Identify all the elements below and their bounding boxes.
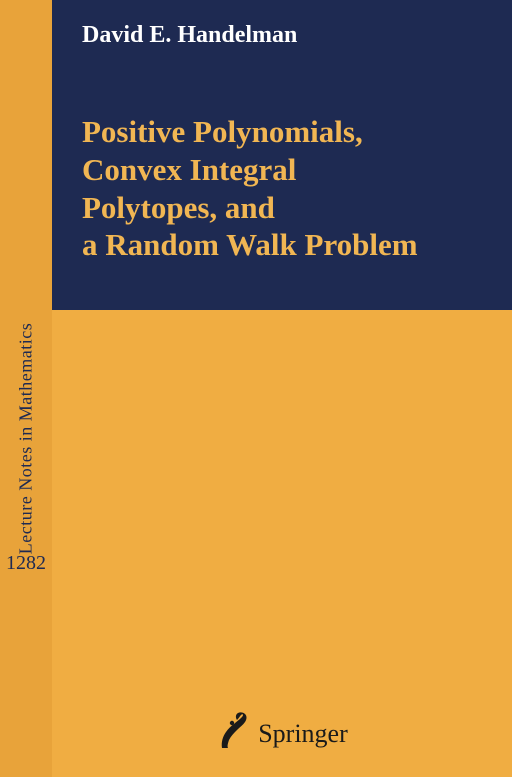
springer-horse-icon [216, 712, 248, 755]
spine: Lecture Notes in Mathematics 1282 [0, 0, 52, 777]
series-name: Lecture Notes in Mathematics [16, 323, 37, 554]
book-title: Positive Polynomials, Convex Integral Po… [82, 113, 484, 264]
publisher-name: Springer [258, 719, 348, 749]
title-line: Convex Integral [82, 151, 484, 189]
main-panel: David E. Handelman Positive Polynomials,… [52, 0, 512, 777]
title-block: David E. Handelman Positive Polynomials,… [52, 0, 512, 310]
book-cover: Lecture Notes in Mathematics 1282 David … [0, 0, 512, 777]
title-line: Positive Polynomials, [82, 113, 484, 151]
author-name: David E. Handelman [82, 22, 484, 49]
series-volume: 1282 [0, 552, 52, 575]
title-line: Polytopes, and [82, 189, 484, 227]
lower-block: Springer [52, 310, 512, 777]
publisher-block: Springer [52, 712, 512, 755]
title-line: a Random Walk Problem [82, 226, 484, 264]
